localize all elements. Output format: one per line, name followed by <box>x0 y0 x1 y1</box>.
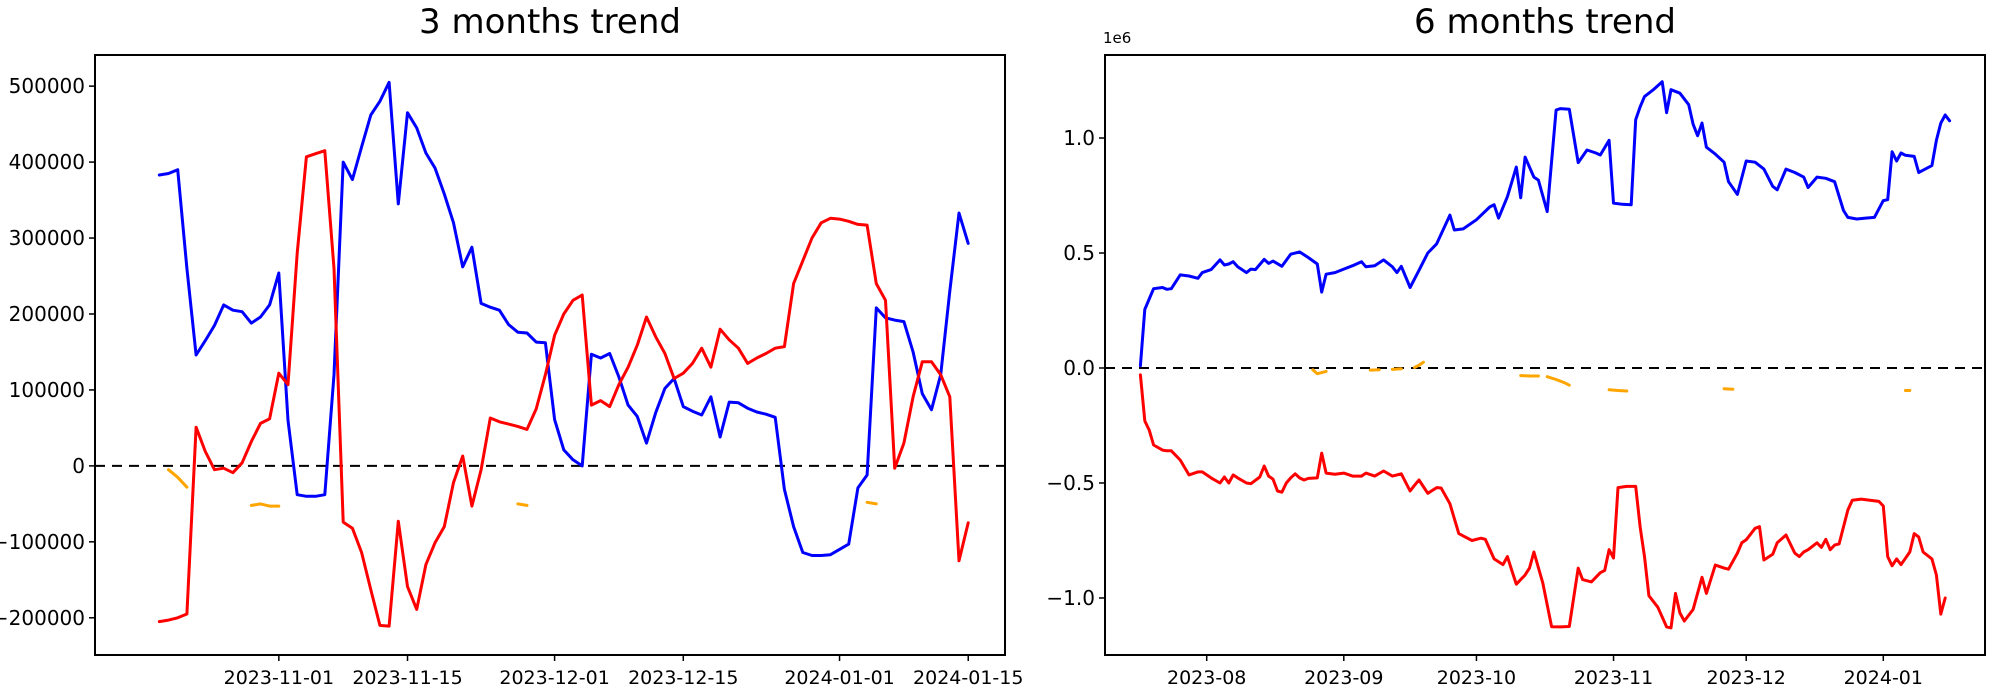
x-tick-label: 2023-12-15 <box>628 667 738 689</box>
y-tick-label: 300000 <box>9 226 85 250</box>
y-tick-label: 0.5 <box>1063 241 1095 265</box>
orange-series-segment-2 <box>516 502 529 507</box>
x-tick-label: 2023-11-01 <box>224 667 334 689</box>
y-tick-label: 500000 <box>9 74 85 98</box>
x-tick-label: 2023-11 <box>1574 667 1653 689</box>
red-series-line <box>157 149 970 628</box>
orange-series-segment-0 <box>167 468 189 489</box>
y-axis-offset-label: 1e6 <box>1103 29 1132 47</box>
left-chart-title: 3 months trend <box>419 2 681 42</box>
orange-series-segment-3 <box>865 500 878 506</box>
axes-spines <box>1104 54 1986 656</box>
y-tick-label: −0.5 <box>1046 471 1095 495</box>
orange-series-segment-7 <box>1722 387 1735 391</box>
chart-1: 2023-08 2023-09 2023-10 2023-11 2023-12 2024-… <box>1046 54 1986 689</box>
x-tick-label: 2024-01-15 <box>913 667 1023 689</box>
blue-series-line <box>1138 80 1952 368</box>
blue-series-line <box>157 80 970 557</box>
chart-0: 2023-11-01 2023-11-15 2023-12-01 2023-12-15… <box>0 54 1023 689</box>
x-tick-label: 2023-10 <box>1437 667 1516 689</box>
axes-spines <box>94 54 1006 656</box>
y-tick-label: 400000 <box>9 150 85 174</box>
x-tick-label: 2023-12-01 <box>499 667 609 689</box>
orange-series-segment-3 <box>1413 360 1425 369</box>
red-series-line <box>1138 373 1947 630</box>
orange-series-segment-6 <box>1607 388 1629 393</box>
x-tick-label: 2023-09 <box>1304 667 1383 689</box>
y-tick-label: 1.0 <box>1063 126 1095 150</box>
x-tick-label: 2024-01 <box>1844 667 1923 689</box>
orange-series-segment-0 <box>1311 368 1328 376</box>
y-tick-label: 0 <box>72 454 85 478</box>
y-tick-label: −200000 <box>0 606 85 630</box>
right-chart-title: 6 months trend <box>1414 2 1676 42</box>
y-tick-label: 200000 <box>9 302 85 326</box>
x-tick-label: 2023-12 <box>1707 667 1786 689</box>
y-tick-label: 0.0 <box>1063 356 1095 380</box>
y-tick-label: 100000 <box>9 378 85 402</box>
orange-series-segment-2 <box>1390 367 1403 371</box>
y-tick-label: −1.0 <box>1046 586 1095 610</box>
x-tick-label: 2024-01-01 <box>784 667 894 689</box>
x-tick-label: 2023-08 <box>1167 667 1246 689</box>
x-tick-label: 2023-11-15 <box>352 667 462 689</box>
y-tick-label: −100000 <box>0 530 85 554</box>
orange-series-segment-1 <box>249 502 281 508</box>
orange-series-segment-5 <box>1545 375 1571 387</box>
